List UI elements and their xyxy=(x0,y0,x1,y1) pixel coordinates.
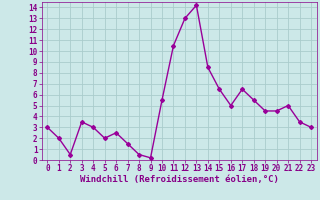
X-axis label: Windchill (Refroidissement éolien,°C): Windchill (Refroidissement éolien,°C) xyxy=(80,175,279,184)
